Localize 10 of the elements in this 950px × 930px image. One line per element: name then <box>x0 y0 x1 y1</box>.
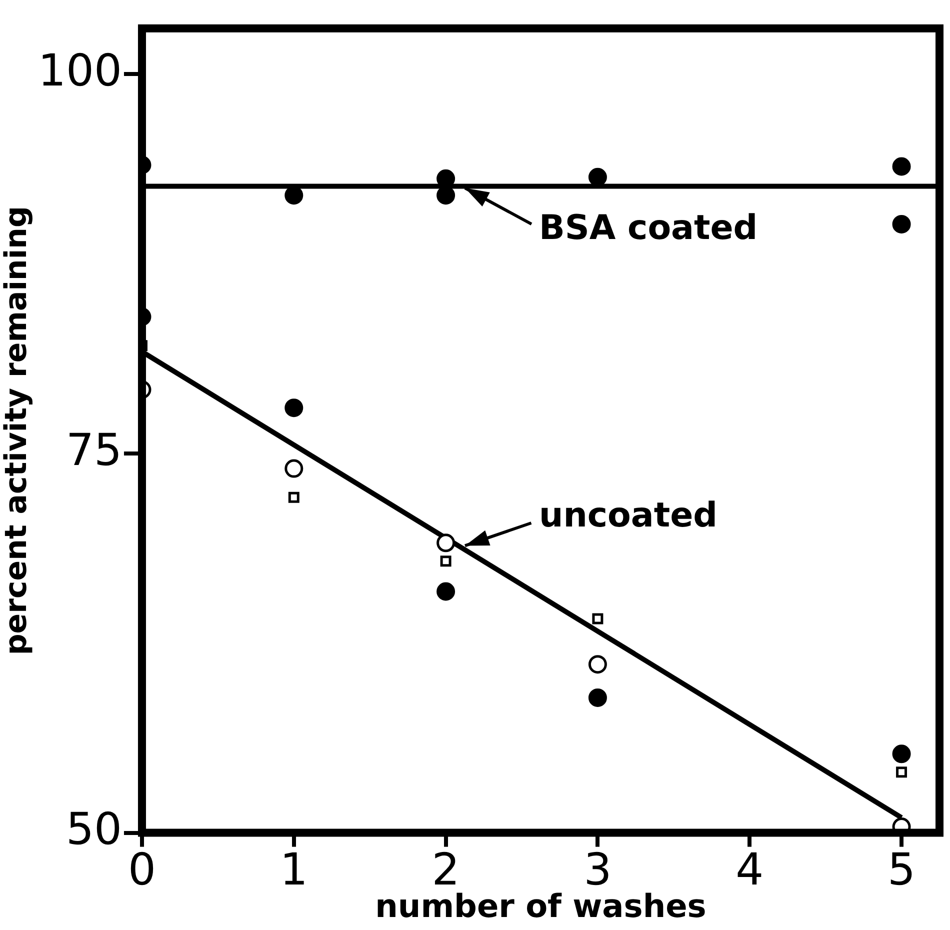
annotation: BSA coated <box>538 208 758 248</box>
x-tick-label: 0 <box>128 844 156 896</box>
y-axis-title: percent activity remaining <box>0 206 34 656</box>
x-tick-label: 4 <box>736 844 764 896</box>
annotation: uncoated <box>538 495 718 536</box>
x-tick-label: 1 <box>280 844 308 896</box>
y-tick-label: 50 <box>66 804 122 856</box>
y-tick-label: 75 <box>66 424 122 476</box>
y-tick-label: 100 <box>38 45 122 96</box>
x-tick-label: 5 <box>888 844 916 896</box>
